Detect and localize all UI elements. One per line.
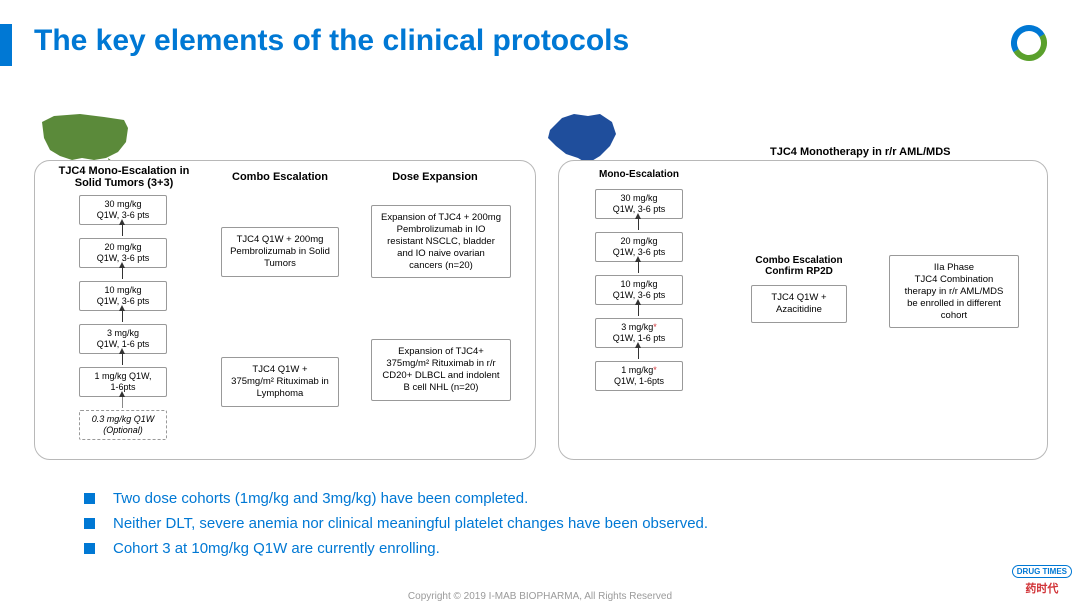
bullet-list: Two dose cohorts (1mg/kg and 3mg/kg) hav… — [84, 490, 708, 565]
expansion-box: Expansion of TJC4+ 375mg/m² Rituximab in… — [371, 339, 511, 401]
left-col3-header: Dose Expansion — [365, 171, 505, 183]
bullet-text: Neither DLT, severe anemia nor clinical … — [113, 515, 708, 532]
bullet-item: Neither DLT, severe anemia nor clinical … — [84, 515, 708, 532]
china-map-icon — [540, 108, 620, 168]
watermark-cn: 药时代 — [1012, 580, 1072, 596]
copyright-text: Copyright © 2019 I-MAB BIOPHARMA, All Ri… — [0, 591, 1080, 602]
arrow-up-icon — [638, 304, 639, 316]
combo-box: TJC4 Q1W + Azacitidine — [751, 285, 847, 323]
right-panel-title: TJC4 Monotherapy in r/r AML/MDS — [770, 146, 951, 158]
arrow-up-icon — [122, 310, 123, 322]
arrow-up-icon — [122, 353, 123, 365]
left-col2-header: Combo Escalation — [215, 171, 345, 183]
arrow-up-icon — [638, 218, 639, 230]
combo-box: TJC4 Q1W + 200mg Pembrolizumab in Solid … — [221, 227, 339, 277]
left-protocol-panel: TJC4 Mono-Escalation in Solid Tumors (3+… — [34, 160, 536, 460]
company-logo-icon — [1008, 22, 1050, 64]
bullet-text: Cohort 3 at 10mg/kg Q1W are currently en… — [113, 540, 440, 557]
accent-bar — [0, 24, 12, 66]
arrow-up-icon — [122, 396, 123, 408]
bullet-square-icon — [84, 543, 95, 554]
right-col1-header: Mono-Escalation — [579, 169, 699, 180]
bullet-item: Two dose cohorts (1mg/kg and 3mg/kg) hav… — [84, 490, 708, 507]
bullet-text: Two dose cohorts (1mg/kg and 3mg/kg) hav… — [113, 490, 528, 507]
combo-box: TJC4 Q1W + 375mg/m² Rituximab in Lymphom… — [221, 357, 339, 407]
watermark: DRUG TIMES 药时代 — [1012, 565, 1072, 596]
watermark-en: DRUG TIMES — [1012, 565, 1072, 578]
right-protocol-panel: Mono-Escalation 30 mg/kg Q1W, 3-6 pts 20… — [558, 160, 1048, 460]
right-combo-header: Combo Escalation Confirm RP2D — [739, 255, 859, 277]
bullet-item: Cohort 3 at 10mg/kg Q1W are currently en… — [84, 540, 708, 557]
arrow-up-icon — [638, 347, 639, 359]
bullet-square-icon — [84, 518, 95, 529]
phase-box: IIa Phase TJC4 Combination therapy in r/… — [889, 255, 1019, 328]
dose-box-optional: 0.3 mg/kg Q1W (Optional) — [79, 410, 167, 440]
arrow-up-icon — [638, 261, 639, 273]
arrow-up-icon — [122, 224, 123, 236]
dose-box-star: 1 mg/kg*Q1W, 1-6pts — [595, 361, 683, 391]
expansion-box: Expansion of TJC4 + 200mg Pembrolizumab … — [371, 205, 511, 278]
us-map-icon — [36, 108, 136, 168]
left-col1-header: TJC4 Mono-Escalation in Solid Tumors (3+… — [49, 165, 199, 189]
arrow-up-icon — [122, 267, 123, 279]
page-title: The key elements of the clinical protoco… — [34, 24, 629, 58]
bullet-square-icon — [84, 493, 95, 504]
